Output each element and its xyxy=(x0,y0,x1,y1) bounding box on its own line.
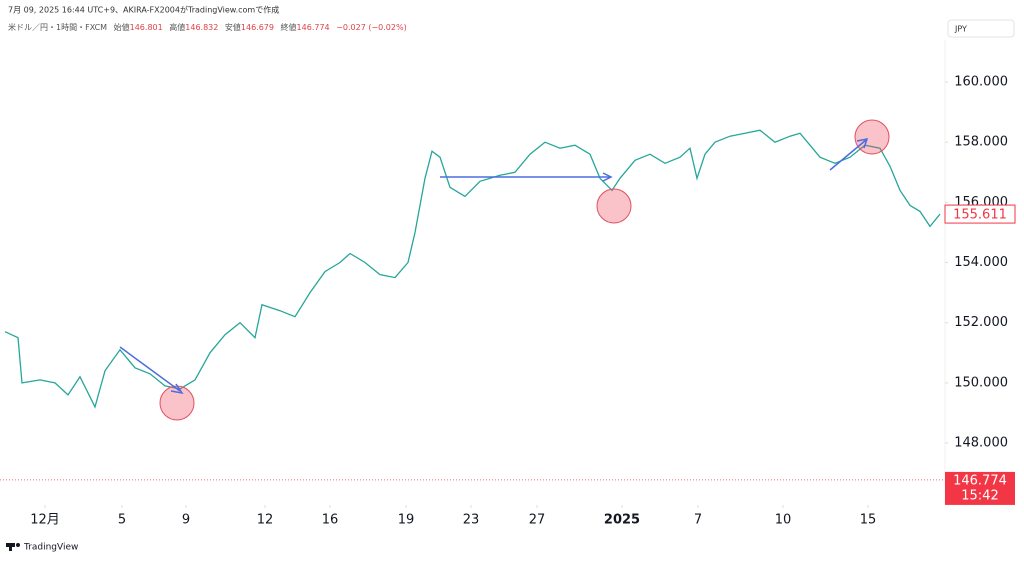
current-time: 15:42 xyxy=(961,488,998,503)
label: 終値 xyxy=(281,22,297,32)
arrow xyxy=(829,139,867,171)
ohlc-line: 米ドル／円・1時間・FXCM 始値146.801 高値146.832 安値146… xyxy=(8,22,407,32)
arrow xyxy=(119,346,181,392)
label: 安値 xyxy=(225,22,241,32)
annotations xyxy=(119,119,890,421)
x-tick-label: 19 xyxy=(398,513,415,528)
footer: TradingView xyxy=(23,543,78,553)
x-tick-label: 12月 xyxy=(30,513,60,528)
currency-box[interactable] xyxy=(947,19,1015,38)
value: 146.774 xyxy=(297,23,330,32)
current-price-box xyxy=(945,471,1015,505)
label: 始値 xyxy=(114,22,130,32)
symbol: 米ドル／円・1時間・FXCM xyxy=(8,22,107,32)
x-tick-label: 2025 xyxy=(604,513,640,528)
y-tick-label: 158.000 xyxy=(954,135,1008,150)
y-tick-label: 148.000 xyxy=(954,436,1008,451)
x-tick-label: 23 xyxy=(463,513,480,528)
arrow-head xyxy=(602,172,613,182)
highlight-circle xyxy=(854,119,890,155)
highlight-circle xyxy=(596,188,632,224)
change: −0.027 (−0.02%) xyxy=(336,23,407,32)
price-line xyxy=(4,129,941,409)
currency: JPY xyxy=(954,25,967,34)
highlight-circle xyxy=(159,385,195,421)
x-tick-label: 15 xyxy=(860,513,877,528)
current-price: 146.774 xyxy=(953,473,1007,488)
y-tick-label: 160.000 xyxy=(954,75,1008,90)
y-tick-label: 152.000 xyxy=(954,315,1008,330)
last-value: 155.611 xyxy=(953,208,1007,223)
x-tick-label: 10 xyxy=(775,513,792,528)
arrow-head xyxy=(856,138,869,149)
logo: TradingView xyxy=(6,543,78,553)
last-value-box xyxy=(944,204,1016,224)
value: 146.679 xyxy=(241,23,274,32)
label: 高値 xyxy=(169,22,185,32)
value: 146.801 xyxy=(130,23,163,32)
y-tick-label: 154.000 xyxy=(954,255,1008,270)
x-tick-label: 5 xyxy=(118,513,126,528)
y-tick-label: 150.000 xyxy=(954,375,1008,390)
x-tick-label: 12 xyxy=(257,513,274,528)
x-tick-label: 7 xyxy=(694,513,702,528)
value: 146.832 xyxy=(185,23,218,32)
arrow-head xyxy=(170,383,184,395)
x-tick-label: 9 xyxy=(182,513,190,528)
x-tick-label: 27 xyxy=(529,513,546,528)
created-note: 7月 09, 2025 16:44 UTC+9、AKIRA-FX2004がTra… xyxy=(8,5,279,15)
x-tick-label: 16 xyxy=(322,513,339,528)
